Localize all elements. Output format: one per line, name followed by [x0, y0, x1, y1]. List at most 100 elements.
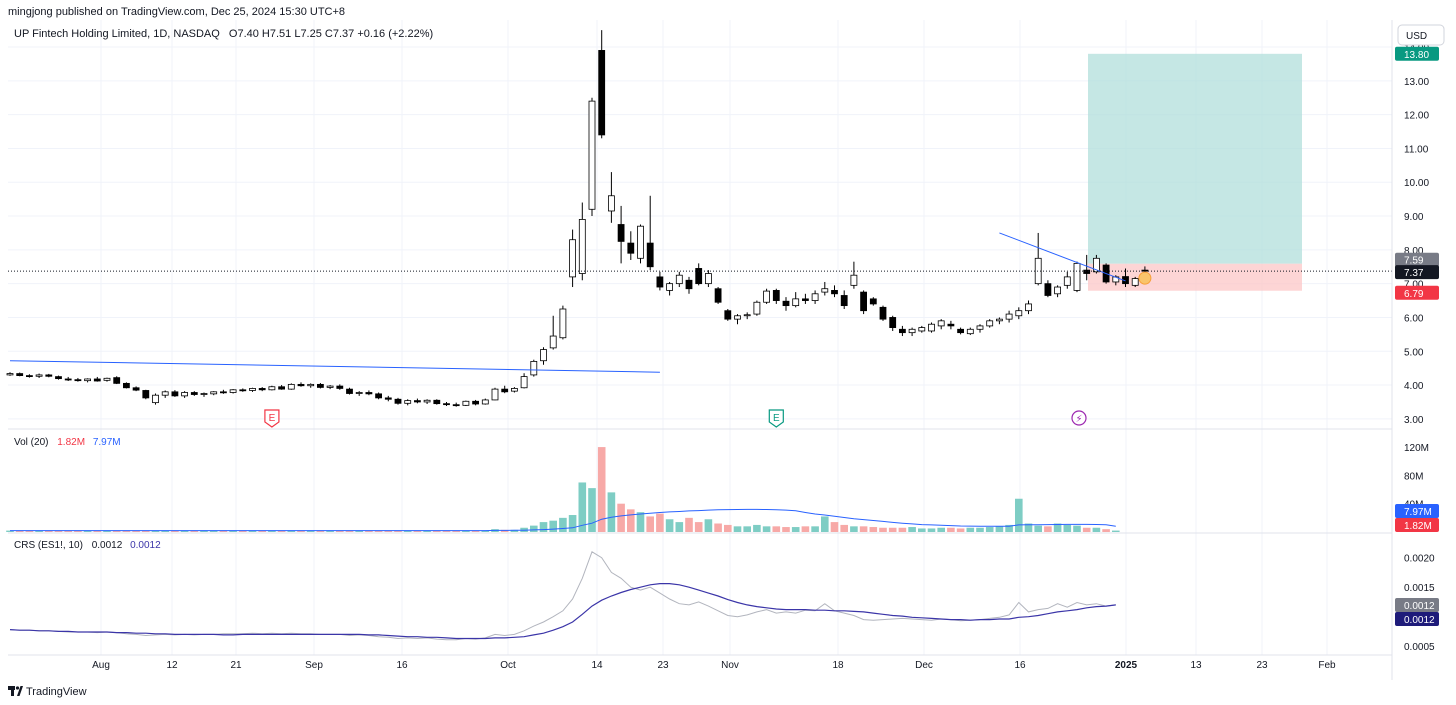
volume-bar: [549, 520, 557, 532]
volume-bar: [947, 527, 955, 532]
volume-bar: [1092, 527, 1101, 532]
candle: [307, 383, 315, 387]
volume-bar: [1005, 524, 1013, 532]
price-tick-label: 6.00: [1404, 313, 1424, 324]
candle: [491, 388, 499, 401]
volume-bar: [481, 530, 490, 532]
trendline[interactable]: [9, 360, 660, 373]
price-axis[interactable]: 3.00 4.00 5.00 6.00 7.00 8.00 9.00 10.00 11.00 12…: [1404, 43, 1429, 426]
volume-bar: [287, 530, 296, 532]
dividend-event-icon[interactable]: [1071, 410, 1087, 426]
candle: [1141, 269, 1149, 272]
crs-ma-value: 0.0012: [130, 540, 161, 551]
volume-bar: [830, 522, 839, 532]
candle: [239, 389, 247, 392]
volume-bar: [54, 530, 63, 532]
candle: [802, 298, 809, 301]
candle: [443, 403, 450, 406]
volume-bar: [462, 530, 470, 532]
trendline[interactable]: [999, 232, 1126, 282]
volume-bar: [316, 530, 325, 532]
volume-bar: [840, 524, 848, 532]
volume-title: Vol (20): [14, 437, 48, 448]
crs-legend[interactable]: CRS (ES1!, 10) 0.0012 0.0012: [14, 540, 161, 551]
candle: [928, 323, 935, 332]
last-bar-marker[interactable]: [1138, 271, 1152, 285]
volume-bar: [93, 530, 102, 532]
candle: [423, 399, 431, 403]
crs-value: 0.0012: [92, 540, 123, 551]
price-tick-label: 5.00: [1404, 347, 1424, 358]
time-axis[interactable]: Aug 12 21 Sep 16 Oct 14 23 Nov 18 Dec 16 2025 13 23 Feb: [92, 660, 1336, 671]
time-tick-label: Sep: [305, 660, 323, 671]
symbol-title[interactable]: UP Fintech Holding Limited, 1D, NASDAQ: [14, 28, 220, 40]
volume-bar: [665, 519, 674, 532]
volume-bar: [45, 530, 53, 532]
candle: [879, 306, 887, 320]
earnings-event-icon[interactable]: [264, 409, 280, 428]
volume-bar: [413, 530, 422, 532]
volume-bar: [258, 530, 266, 532]
candle: [695, 268, 703, 285]
crs-tick-label: 0.0020: [1404, 554, 1435, 565]
candle: [249, 388, 256, 391]
trendlines[interactable]: [9, 232, 1126, 373]
volume-legend[interactable]: Vol (20) 1.82M 7.97M: [14, 437, 121, 448]
volume-badge: [1395, 518, 1439, 532]
tradingview-logo[interactable]: TradingView: [8, 686, 87, 698]
candle: [161, 391, 169, 396]
candle: [918, 327, 926, 332]
price-tick-label: 7.00: [1404, 280, 1424, 291]
volume-bar: [471, 530, 480, 532]
candle: [792, 298, 800, 307]
symbol-legend: UP Fintech Holding Limited, 1D, NASDAQ O…: [14, 28, 433, 40]
crs-tick-label: 0.0005: [1404, 642, 1435, 653]
volume-bar: [1024, 523, 1033, 532]
time-tick-label: Dec: [915, 660, 933, 671]
volume-bar: [35, 530, 43, 532]
volume-bar: [607, 492, 616, 532]
candle: [64, 378, 72, 381]
volume-bar: [248, 530, 257, 532]
volume-bar: [879, 527, 887, 532]
candle: [229, 389, 237, 393]
volume-ma-line: [10, 508, 1116, 532]
price-tick-label: 12.00: [1404, 111, 1429, 122]
volume-bar: [1073, 525, 1081, 532]
volume-bar: [714, 523, 722, 532]
candle: [569, 239, 576, 278]
crs-ma-line: [9, 583, 1116, 640]
volume-bar: [384, 530, 393, 532]
target-zone[interactable]: [1088, 53, 1302, 264]
tradingview-brand: TradingView: [26, 686, 87, 698]
stop-zone[interactable]: [1088, 263, 1302, 291]
long-position-tool[interactable]: [1088, 53, 1302, 291]
volume-ma-badge: [1395, 504, 1439, 518]
volume-bar: [306, 530, 315, 532]
event-markers[interactable]: E E ⚡: [264, 409, 1087, 428]
volume-bar: [869, 527, 878, 532]
volume-axis[interactable]: 40M80M120M: [1404, 443, 1429, 511]
candle: [287, 383, 295, 390]
volume-bar: [433, 530, 441, 532]
volume-bar: [918, 528, 926, 532]
candle: [355, 392, 363, 394]
ohlc-values: O7.40 H7.51 L7.25 C7.37 +0.16 (+2.22%): [229, 28, 433, 40]
volume-bar: [821, 516, 829, 532]
currency-button[interactable]: [1397, 24, 1445, 46]
volume-bar: [336, 530, 344, 532]
candle: [831, 290, 838, 295]
price-badges: 13.80 7.597.37 6.79 7.97M 1.82M 0.0012 0.0012: [1395, 46, 1439, 626]
candle: [74, 379, 82, 382]
volume-bar: [190, 530, 199, 532]
entry-badge-text: 7.59: [1404, 256, 1424, 267]
volume-bar: [704, 519, 713, 532]
candle: [1044, 283, 1052, 296]
earnings-event-icon[interactable]: [768, 409, 784, 428]
volume-bar: [452, 530, 460, 532]
target-badge: [1395, 46, 1439, 61]
volume-bar: [239, 530, 247, 532]
candle: [996, 318, 1003, 322]
candle: [617, 224, 625, 242]
